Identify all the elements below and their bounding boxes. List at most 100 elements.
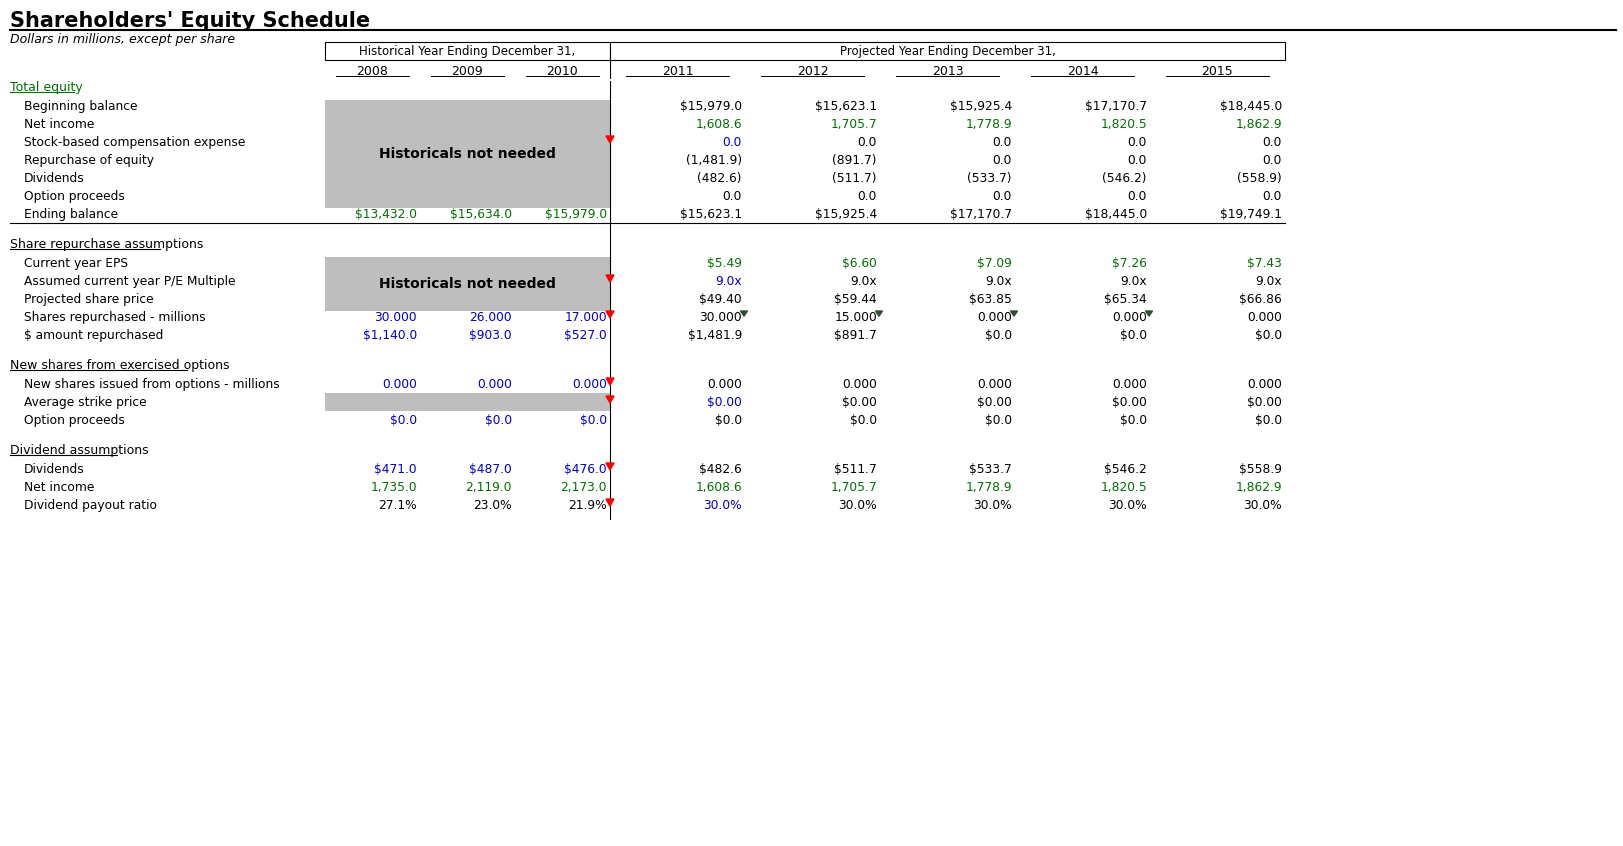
Text: $17,170.7: $17,170.7 (949, 208, 1011, 221)
Text: 2012: 2012 (797, 65, 828, 78)
Text: $0.0: $0.0 (579, 414, 607, 427)
Polygon shape (605, 311, 613, 318)
Text: Historicals not needed: Historicals not needed (378, 277, 555, 291)
Text: 0.000: 0.000 (977, 311, 1011, 324)
Text: $65.34: $65.34 (1104, 293, 1146, 306)
Text: 0.0: 0.0 (992, 136, 1011, 149)
Text: Average strike price: Average strike price (24, 396, 146, 409)
Text: 1,820.5: 1,820.5 (1099, 118, 1146, 131)
Text: Assumed current year P/E Multiple: Assumed current year P/E Multiple (24, 275, 235, 288)
Text: 0.000: 0.000 (381, 378, 417, 391)
Text: 2,119.0: 2,119.0 (466, 481, 511, 494)
Text: $558.9: $558.9 (1238, 463, 1281, 476)
Text: 0.000: 0.000 (1246, 311, 1281, 324)
Text: 30.0%: 30.0% (837, 499, 876, 512)
Text: (558.9): (558.9) (1237, 172, 1281, 185)
Text: Historicals not needed: Historicals not needed (378, 147, 555, 161)
Text: $17,170.7: $17,170.7 (1084, 100, 1146, 113)
Text: $7.26: $7.26 (1112, 257, 1146, 270)
Text: Beginning balance: Beginning balance (24, 100, 138, 113)
Text: 1,862.9: 1,862.9 (1235, 481, 1281, 494)
Text: Shareholders' Equity Schedule: Shareholders' Equity Schedule (10, 11, 370, 31)
Text: $1,481.9: $1,481.9 (687, 329, 742, 342)
Text: Dollars in millions, except per share: Dollars in millions, except per share (10, 33, 235, 46)
Text: $15,979.0: $15,979.0 (680, 100, 742, 113)
Text: $0.0: $0.0 (1255, 414, 1281, 427)
Text: Dividend payout ratio: Dividend payout ratio (24, 499, 157, 512)
Text: Dividend assumptions: Dividend assumptions (10, 444, 149, 457)
Text: $59.44: $59.44 (834, 293, 876, 306)
Text: $482.6: $482.6 (700, 463, 742, 476)
Polygon shape (1144, 311, 1152, 316)
Text: Share repurchase assumptions: Share repurchase assumptions (10, 238, 203, 251)
Text: 1,778.9: 1,778.9 (964, 481, 1011, 494)
Text: (1,481.9): (1,481.9) (685, 154, 742, 167)
Bar (325, 393, 610, 411)
Text: $15,925.4: $15,925.4 (949, 100, 1011, 113)
Text: 1,705.7: 1,705.7 (829, 118, 876, 131)
Text: 1,778.9: 1,778.9 (964, 118, 1011, 131)
Text: 2014: 2014 (1066, 65, 1097, 78)
Text: 30.000: 30.000 (375, 311, 417, 324)
Text: $ amount repurchased: $ amount repurchased (24, 329, 164, 342)
Text: 0.000: 0.000 (477, 378, 511, 391)
Bar (325, 42, 610, 60)
Text: $0.00: $0.00 (842, 396, 876, 409)
Text: $0.0: $0.0 (485, 414, 511, 427)
Text: 9.0x: 9.0x (850, 275, 876, 288)
Text: $49.40: $49.40 (700, 293, 742, 306)
Text: $0.00: $0.00 (1112, 396, 1146, 409)
Text: 0.0: 0.0 (1126, 154, 1146, 167)
Text: 0.0: 0.0 (857, 190, 876, 203)
Text: 0.0: 0.0 (722, 136, 742, 149)
Text: $18,445.0: $18,445.0 (1219, 100, 1281, 113)
Text: 0.0: 0.0 (992, 190, 1011, 203)
Text: (511.7): (511.7) (833, 172, 876, 185)
Text: $546.2: $546.2 (1104, 463, 1146, 476)
Text: 0.0: 0.0 (1261, 190, 1281, 203)
Text: 2009: 2009 (451, 65, 484, 78)
Text: $15,979.0: $15,979.0 (545, 208, 607, 221)
Text: 0.0: 0.0 (1261, 154, 1281, 167)
Text: $5.49: $5.49 (706, 257, 742, 270)
Text: Option proceeds: Option proceeds (24, 414, 125, 427)
Text: Net income: Net income (24, 481, 94, 494)
Text: Dividends: Dividends (24, 463, 84, 476)
Text: $0.0: $0.0 (1120, 414, 1146, 427)
Text: $476.0: $476.0 (565, 463, 607, 476)
Text: Historical Year Ending December 31,: Historical Year Ending December 31, (359, 45, 575, 58)
Text: 0.000: 0.000 (977, 378, 1011, 391)
Text: 23.0%: 23.0% (472, 499, 511, 512)
Text: $66.86: $66.86 (1238, 293, 1281, 306)
Text: (482.6): (482.6) (696, 172, 742, 185)
Text: 0.000: 0.000 (1112, 311, 1146, 324)
Text: $471.0: $471.0 (375, 463, 417, 476)
Text: $18,445.0: $18,445.0 (1084, 208, 1146, 221)
Text: $0.0: $0.0 (849, 414, 876, 427)
Text: $6.60: $6.60 (842, 257, 876, 270)
Polygon shape (740, 311, 747, 316)
Text: 15.000: 15.000 (834, 311, 876, 324)
Text: 1,705.7: 1,705.7 (829, 481, 876, 494)
Text: 9.0x: 9.0x (1255, 275, 1281, 288)
Text: 2008: 2008 (357, 65, 388, 78)
Text: $891.7: $891.7 (834, 329, 876, 342)
Polygon shape (605, 499, 613, 506)
Polygon shape (605, 396, 613, 403)
Text: 1,608.6: 1,608.6 (695, 118, 742, 131)
Text: $0.0: $0.0 (1255, 329, 1281, 342)
Text: 2,173.0: 2,173.0 (560, 481, 607, 494)
Text: $0.00: $0.00 (977, 396, 1011, 409)
Text: $1,140.0: $1,140.0 (362, 329, 417, 342)
Text: $19,749.1: $19,749.1 (1219, 208, 1281, 221)
Text: Stock-based compensation expense: Stock-based compensation expense (24, 136, 245, 149)
Text: $15,623.1: $15,623.1 (815, 100, 876, 113)
Polygon shape (605, 136, 613, 143)
Text: $511.7: $511.7 (834, 463, 876, 476)
Text: $7.09: $7.09 (977, 257, 1011, 270)
Text: 17.000: 17.000 (565, 311, 607, 324)
Text: 0.0: 0.0 (1126, 136, 1146, 149)
Polygon shape (605, 275, 613, 282)
Text: Shares repurchased - millions: Shares repurchased - millions (24, 311, 206, 324)
Text: $0.0: $0.0 (984, 414, 1011, 427)
